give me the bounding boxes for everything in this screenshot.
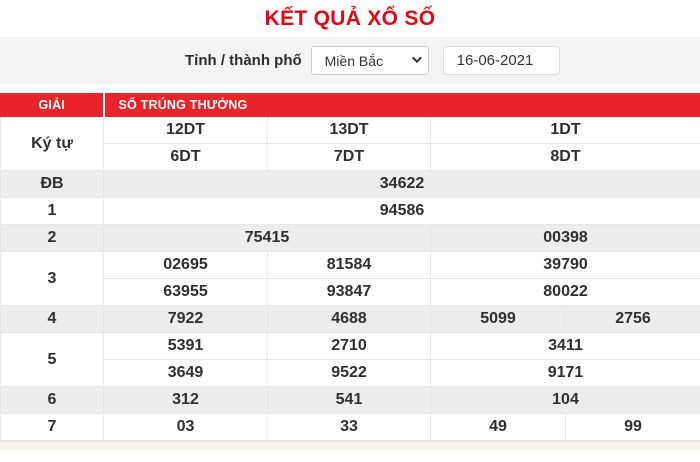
prize-label-cell: 3 xyxy=(0,251,104,306)
province-select-value: Miền Bắc xyxy=(324,52,383,69)
date-input[interactable]: 16-06-2021 xyxy=(442,46,560,75)
table-row-4: 4 7922 4688 5099 2756 xyxy=(0,305,700,333)
filter-bar: Tỉnh / thành phố Miền Bắc 16-06-2021 xyxy=(0,37,700,84)
prize-value-cell: 7922 xyxy=(103,305,268,333)
date-input-value: 16-06-2021 xyxy=(456,52,534,69)
prize-value-cell: 63955 xyxy=(103,278,268,306)
table-row-3-2: 63955 93847 80022 xyxy=(1,278,700,306)
province-select[interactable]: Miền Bắc xyxy=(310,46,429,75)
table-row-kytu-1: Ký tự 12DT 13DT 1DT xyxy=(0,116,700,171)
prize-value-cell: 5391 xyxy=(103,332,268,360)
table-row-5-2: 3649 9522 9171 xyxy=(1,359,700,387)
table-header-row: GIẢI SỐ TRÚNG THƯỞNG xyxy=(0,93,700,117)
prize-value-cell: 00398 xyxy=(429,224,700,252)
prize-value-cell: 94586 xyxy=(102,197,700,225)
table-row-7: 7 03 33 49 99 xyxy=(0,413,700,441)
prize-value-cell: 312 xyxy=(103,386,268,414)
prize-value-cell: 9522 xyxy=(267,359,431,387)
prize-value-cell: 8DT xyxy=(429,143,700,171)
prize-value-cell: 49 xyxy=(430,413,566,441)
table-row-3-1: 3 02695 81584 39790 xyxy=(0,251,700,306)
prize-value-cell: 33 xyxy=(267,413,431,441)
prize-value-cell: 4688 xyxy=(267,305,431,333)
table-row-6: 6 312 541 104 xyxy=(0,386,700,414)
prize-label-cell: 2 xyxy=(0,224,104,252)
prize-label-cell: Ký tự xyxy=(0,116,104,171)
prize-value-cell: 39790 xyxy=(429,251,700,279)
results-table: GIẢI SỐ TRÚNG THƯỞNG Ký tự 12DT 13DT 1DT… xyxy=(0,93,700,441)
prize-value-cell: 9171 xyxy=(429,359,700,387)
province-label: Tỉnh / thành phố xyxy=(185,52,302,69)
prize-value-cell: 3411 xyxy=(429,332,700,360)
prize-value-cell: 7DT xyxy=(267,143,431,171)
prize-value-cell: 99 xyxy=(564,413,700,441)
table-row-db: ĐB 34622 xyxy=(0,170,700,198)
table-header-so-trung-thuong: SỐ TRÚNG THƯỞNG xyxy=(102,93,700,117)
prize-value-cell: 75415 xyxy=(103,224,431,252)
chevron-down-icon xyxy=(411,53,422,64)
prize-value-cell: 1DT xyxy=(429,116,700,144)
table-header-giai: GIẢI xyxy=(0,93,104,117)
prize-label-cell: 4 xyxy=(0,305,104,333)
prize-value-cell: 81584 xyxy=(267,251,431,279)
footer-strip xyxy=(0,441,700,450)
prize-value-cell: 03 xyxy=(103,413,268,441)
prize-value-cell: 02695 xyxy=(103,251,268,279)
prize-value-cell: 12DT xyxy=(103,116,268,144)
prize-label-cell: 6 xyxy=(0,386,104,414)
prize-value-cell: 6DT xyxy=(103,143,268,171)
prize-value-cell: 34622 xyxy=(102,170,700,198)
table-row-1: 1 94586 xyxy=(0,197,700,225)
prize-value-cell: 13DT xyxy=(267,116,431,144)
prize-label-cell: 7 xyxy=(0,413,104,441)
table-row-2: 2 75415 00398 xyxy=(0,224,700,252)
prize-label-cell: 1 xyxy=(0,197,104,225)
table-row-5-1: 5 5391 2710 3411 xyxy=(0,332,700,387)
prize-value-cell: 93847 xyxy=(267,278,431,306)
prize-value-cell: 104 xyxy=(429,386,700,414)
prize-value-cell: 5099 xyxy=(430,305,566,333)
prize-label-cell: ĐB xyxy=(0,170,104,198)
prize-value-cell: 3649 xyxy=(103,359,268,387)
prize-value-cell: 2710 xyxy=(267,332,431,360)
prize-value-cell: 2756 xyxy=(564,305,700,333)
prize-value-cell: 541 xyxy=(267,386,431,414)
table-row-kytu-2: 6DT 7DT 8DT xyxy=(1,143,700,171)
page-title: KẾT QUẢ XỔ SỐ xyxy=(264,6,436,30)
prize-value-cell: 80022 xyxy=(429,278,700,306)
prize-label-cell: 5 xyxy=(0,332,104,387)
